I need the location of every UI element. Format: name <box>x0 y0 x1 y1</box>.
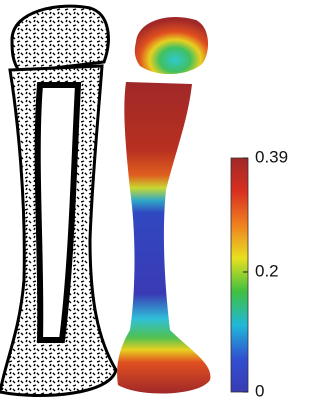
colorbar-scale <box>231 158 248 392</box>
tick-label: 0.2 <box>255 261 279 280</box>
colorbar: 0 0.2 0.39 <box>231 147 288 400</box>
bone-cap-sketch <box>12 6 108 72</box>
figure: 0 0.2 0.39 <box>0 0 295 405</box>
tick-label: 0.39 <box>255 147 288 166</box>
tick-label: 0 <box>255 381 264 400</box>
bone-cap-map <box>135 17 208 74</box>
bone-shaft-map <box>117 82 210 394</box>
